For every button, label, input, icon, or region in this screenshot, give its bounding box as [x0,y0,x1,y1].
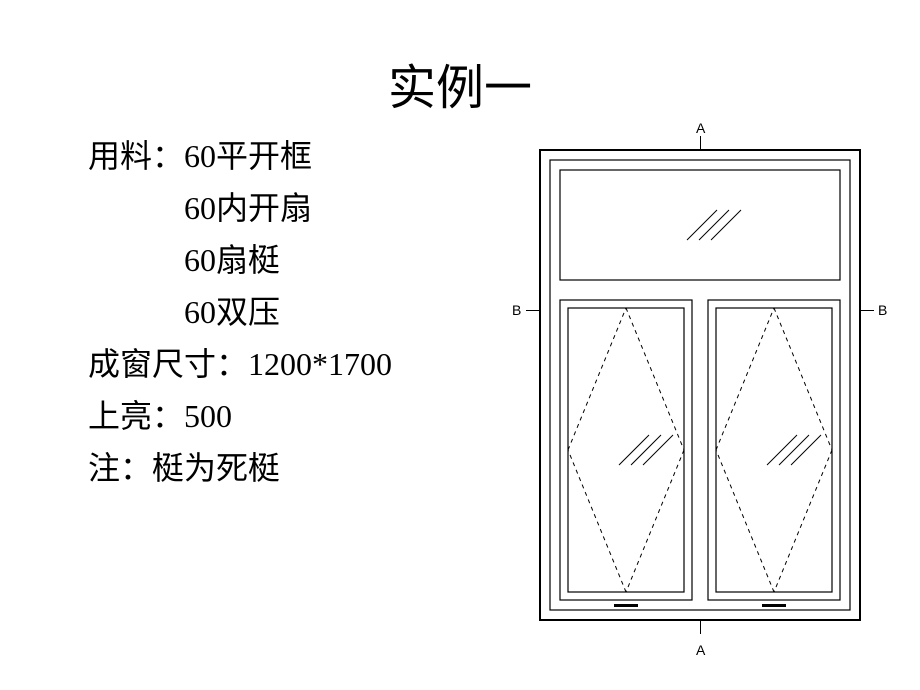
toplight-value: 500 [184,398,232,434]
tick-left [526,310,540,311]
size-label: 成窗尺寸： [88,346,248,382]
material-0: 60平开框 [184,138,312,174]
material-1: 60内开扇 [88,182,392,234]
material-label: 用料： [88,138,184,174]
note-line: 注：梃为死梃 [88,442,392,494]
note-value: 梃为死梃 [152,450,280,486]
toplight-label: 上亮： [88,398,184,434]
material-3: 60双压 [88,286,392,338]
section-label-a-top: A [696,120,705,136]
page-title: 实例一 [0,48,920,118]
material-line: 用料：60平开框 [88,130,392,182]
section-label-b-right: B [878,302,887,318]
size-value: 1200*1700 [248,346,392,382]
tick-right [860,310,874,311]
size-line: 成窗尺寸：1200*1700 [88,338,392,390]
toplight-line: 上亮：500 [88,390,392,442]
spec-text: 用料：60平开框 60内开扇 60扇梃 60双压 成窗尺寸：1200*1700 … [88,130,392,494]
window-svg [500,120,900,660]
section-label-a-bottom: A [696,642,705,658]
note-label: 注： [88,450,152,486]
section-label-b-left: B [512,302,521,318]
tick-bottom [700,620,701,634]
tick-top [700,136,701,150]
material-2: 60扇梃 [88,234,392,286]
window-diagram: A A B B [500,120,900,660]
